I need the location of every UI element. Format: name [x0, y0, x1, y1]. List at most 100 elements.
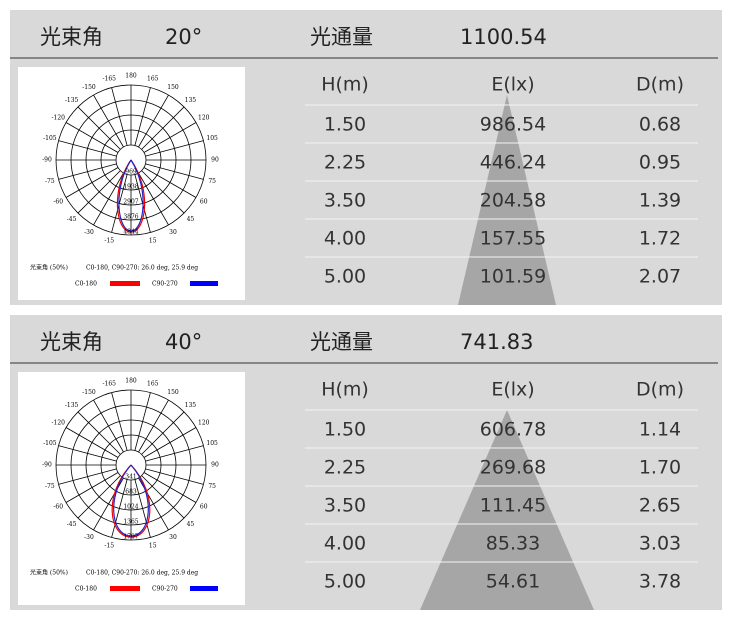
angle-label: -60	[53, 504, 63, 511]
polar-spoke	[145, 163, 204, 180]
cell: 2.65	[639, 495, 681, 517]
angle-label: -30	[84, 534, 94, 541]
polar-spoke	[65, 427, 119, 458]
polar-spoke	[111, 479, 128, 538]
curve-c90	[113, 464, 149, 537]
cell: 269.68	[480, 457, 546, 479]
angle-label: 30	[169, 534, 177, 541]
angle-label: 15	[149, 238, 157, 245]
flux-label: 光通量	[310, 330, 373, 354]
cell: 5.00	[324, 571, 366, 593]
legend-swatch	[190, 281, 218, 286]
angle-label: 120	[198, 115, 210, 122]
cell: 1.39	[639, 190, 681, 212]
polar-spoke	[145, 140, 204, 157]
cell: 2.25	[324, 457, 366, 479]
cell: 111.45	[480, 495, 546, 517]
cell: 0.95	[639, 152, 681, 174]
angle-label: 180	[125, 378, 137, 385]
legend-swatch	[110, 281, 140, 286]
column-header: D(m)	[636, 74, 684, 96]
angle-label: -75	[45, 178, 55, 185]
ring-label: 1024	[123, 504, 138, 511]
polar-spoke	[134, 392, 151, 451]
angle-label: 180	[125, 73, 137, 80]
angle-label: 15	[149, 543, 157, 550]
ring-label: 1365	[123, 519, 138, 526]
polar-spoke	[58, 445, 117, 462]
beam-label: 光束角	[40, 25, 103, 49]
angle-label: 75	[208, 483, 216, 490]
cell: 986.54	[480, 114, 546, 136]
angle-label: -45	[67, 521, 77, 528]
angle-label: -15	[104, 543, 114, 550]
angle-label: 135	[185, 97, 197, 104]
flux-label: 光通量	[310, 25, 373, 49]
legend-label: C0-180	[75, 281, 97, 288]
column-header: E(lx)	[491, 74, 534, 96]
angle-label: -165	[103, 75, 117, 82]
cell: 1.72	[639, 228, 681, 250]
angle-label: -165	[103, 380, 117, 387]
cell: 2.07	[639, 266, 681, 288]
polar-spoke	[143, 167, 197, 198]
angle-label: 90	[211, 157, 219, 164]
polar-spoke	[141, 170, 185, 214]
angle-label: 150	[167, 389, 179, 396]
column-header: E(lx)	[491, 379, 534, 401]
angle-label: 75	[208, 178, 216, 185]
angle-label: -135	[65, 97, 79, 104]
angle-label: -60	[53, 199, 63, 206]
polar-spoke	[111, 392, 128, 451]
cell: 157.55	[480, 228, 546, 250]
angle-label: -135	[65, 402, 79, 409]
polar-spoke	[145, 445, 204, 462]
angle-label: 150	[167, 84, 179, 91]
polar-spoke	[143, 427, 197, 458]
polar-spoke	[134, 479, 151, 538]
angle-label: 135	[185, 402, 197, 409]
cell: 4.00	[324, 228, 366, 250]
angle-label: -120	[52, 420, 66, 427]
polar-spoke	[77, 475, 121, 519]
polar-spoke	[145, 468, 204, 485]
angle-label: -45	[67, 216, 77, 223]
flux-value: 741.83	[460, 330, 533, 354]
polar-spoke	[65, 167, 119, 198]
curve-c90	[118, 159, 144, 232]
polar-spoke	[93, 94, 124, 148]
cell: 85.33	[486, 533, 540, 555]
polar-spoke	[143, 122, 197, 153]
legend-label: C90-270	[152, 586, 178, 593]
cell: 54.61	[486, 571, 540, 593]
diagram-box	[18, 67, 245, 300]
angle-label: 30	[169, 229, 177, 236]
cell: 101.59	[480, 266, 546, 288]
curve-c0	[116, 159, 146, 233]
angle-label: 105	[206, 440, 218, 447]
angle-label: -105	[43, 440, 57, 447]
column-header: H(m)	[321, 74, 369, 96]
ring-label: 1707	[123, 534, 138, 541]
beam-label: 光束角	[40, 330, 103, 354]
polar-spoke	[58, 468, 117, 485]
cell: 3.50	[324, 190, 366, 212]
cell: 1.70	[639, 457, 681, 479]
polar-spoke	[134, 87, 151, 146]
angle-label: -90	[42, 157, 52, 164]
panel: 光束角 20° 光通量 1100.54 H(m) E(lx) D(m) 1.50 986.54 0…	[10, 10, 722, 305]
cell: 5.00	[324, 266, 366, 288]
cell: 3.78	[639, 571, 681, 593]
ring-label: 2907	[123, 199, 138, 206]
angle-label: -30	[84, 229, 94, 236]
ring-label: 1938	[123, 184, 138, 191]
cell: 4.00	[324, 533, 366, 555]
angle-label: 120	[198, 420, 210, 427]
cell: 2.25	[324, 152, 366, 174]
cell: 1.50	[324, 419, 366, 441]
angle-label: 45	[187, 521, 195, 528]
cell: 3.03	[639, 533, 681, 555]
cell: 1.50	[324, 114, 366, 136]
angle-label: 60	[200, 504, 208, 511]
caption: C0-180, C90-270: 26.0 deg, 25.9 deg	[86, 570, 198, 577]
